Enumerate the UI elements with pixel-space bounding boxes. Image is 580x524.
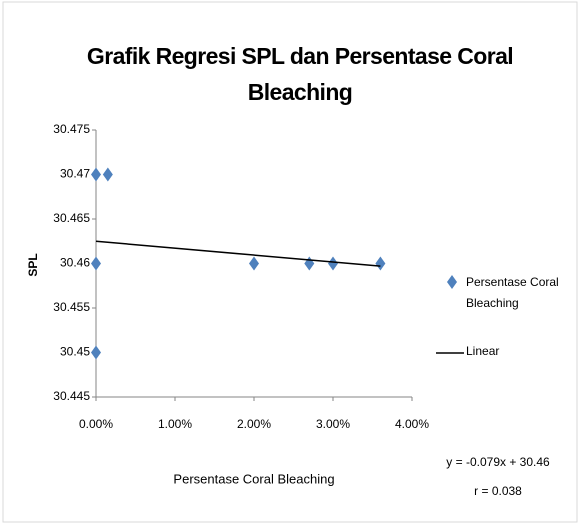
data-point: [91, 256, 101, 271]
y-tick-label: 30.465: [53, 211, 90, 225]
y-tick-label: 30.47: [60, 167, 90, 181]
r-value: r = 0.038: [474, 484, 522, 498]
x-axis-title: Persentase Coral Bleaching: [173, 471, 334, 486]
legend-marker: [447, 275, 457, 289]
x-tick-label: 3.00%: [316, 417, 350, 431]
y-tick-label: 30.445: [53, 389, 90, 403]
x-tick-label: 2.00%: [237, 417, 271, 431]
legend-label: Linear: [466, 344, 500, 358]
y-tick-label: 30.475: [53, 122, 90, 136]
data-point: [102, 167, 113, 182]
data-point: [304, 256, 315, 271]
data-point: [91, 345, 101, 360]
x-tick-label: 4.00%: [395, 417, 429, 431]
x-tick-label: 0.00%: [79, 417, 113, 431]
y-tick-label: 30.455: [53, 300, 90, 314]
data-point: [375, 256, 386, 271]
x-tick-label: 1.00%: [158, 417, 192, 431]
legend-label: Persentase Coral Bleaching: [466, 275, 559, 310]
y-axis-title: SPL: [26, 253, 40, 276]
data-point: [328, 256, 338, 271]
y-tick-label: 30.46: [60, 256, 90, 270]
y-tick-label: 30.45: [60, 345, 90, 359]
chart-title: Grafik Regresi SPL dan Persentase Coral …: [86, 43, 514, 105]
data-point: [249, 256, 259, 271]
equation: y = -0.079x + 30.46: [446, 455, 550, 469]
trendline: [95, 240, 381, 267]
data-point: [91, 167, 101, 182]
